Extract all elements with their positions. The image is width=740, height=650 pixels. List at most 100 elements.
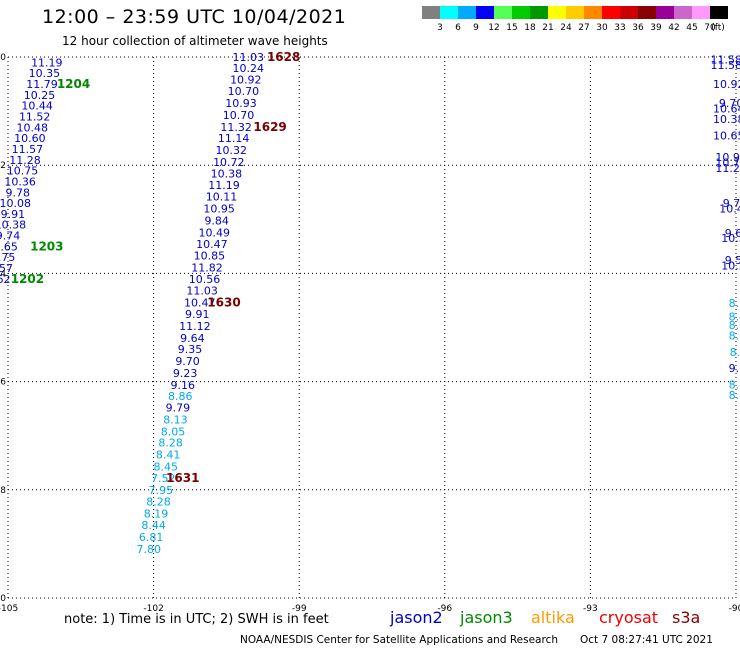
track-time-label: 1203 bbox=[30, 239, 63, 253]
wave-height-value: 9.79 bbox=[166, 402, 191, 415]
x-tick-label: -93 bbox=[583, 604, 598, 614]
wave-height-value: 8.28 bbox=[158, 437, 183, 450]
wave-height-value: 10.36 bbox=[4, 175, 36, 188]
legend-swatch bbox=[422, 6, 440, 19]
color-legend: 3 6 9 12 15 18 21 24 27 30 33 36 39 42 45 70 (ft) bbox=[422, 6, 736, 36]
wave-height-value: 10.96 bbox=[715, 151, 740, 164]
wave-height-value: 10.25 bbox=[24, 89, 56, 102]
track-time-label: 1204 bbox=[57, 77, 90, 91]
wave-height-value: 6.81 bbox=[139, 531, 164, 544]
wave-height-value: 10.22 bbox=[721, 259, 740, 272]
track-time-label: 1628 bbox=[267, 50, 300, 64]
legend-label: 30 bbox=[596, 23, 608, 33]
wave-height-value: 9.75 bbox=[0, 251, 15, 264]
wave-height-value: 8.28 bbox=[146, 496, 171, 509]
legend-swatch bbox=[566, 6, 584, 19]
legend-label: 36 bbox=[632, 23, 644, 33]
timestamp: Oct 7 08:27:41 UTC 2021 bbox=[580, 634, 713, 646]
wave-height-value: 8.42 bbox=[729, 389, 740, 402]
wave-height-value: 11.32 bbox=[220, 121, 252, 134]
legend-label: 45 bbox=[686, 23, 698, 33]
wave-height-value: 10.44 bbox=[21, 100, 53, 113]
wave-height-value: 10.93 bbox=[225, 97, 257, 110]
wave-height-value: 11.58 bbox=[711, 54, 740, 67]
wave-height-value: 10.70 bbox=[223, 109, 255, 122]
wave-height-value: 10.38 bbox=[0, 219, 26, 232]
y-tick-label: -20 bbox=[0, 53, 6, 63]
wave-height-value: 9.35 bbox=[178, 343, 203, 356]
legend-unit: (ft) bbox=[711, 23, 725, 33]
wave-height-value: 10.72 bbox=[213, 156, 245, 169]
wave-height-value: 8.75 bbox=[729, 297, 740, 310]
y-tick-label: -30 bbox=[0, 594, 6, 604]
wave-height-value: 9.65 bbox=[0, 240, 18, 253]
wave-height-value: 10.49 bbox=[199, 226, 231, 239]
legend-swatch bbox=[440, 6, 458, 19]
satellite-name-jason3: jason3 bbox=[460, 608, 513, 627]
wave-height-value: 9.74 bbox=[0, 230, 20, 243]
wave-height-value: 10.48 bbox=[17, 121, 49, 134]
wave-height-value: 8.86 bbox=[168, 390, 193, 403]
legend-label: 39 bbox=[650, 23, 662, 33]
wave-height-value: 10.38 bbox=[211, 167, 243, 180]
y-tick-label: -24 bbox=[0, 269, 6, 279]
wave-height-value: 7.52 bbox=[151, 472, 176, 485]
wave-height-value: 10.42 bbox=[719, 202, 740, 215]
legend-swatch bbox=[476, 6, 494, 19]
wave-height-value: 10.24 bbox=[232, 62, 264, 75]
y-tick-label: -28 bbox=[0, 486, 6, 496]
legend-swatch bbox=[584, 6, 602, 19]
wave-height-value: 8.50 bbox=[730, 346, 740, 359]
legend-label: 24 bbox=[560, 23, 572, 33]
track-time-label: 1631 bbox=[166, 471, 199, 485]
wave-height-value: 10.35 bbox=[29, 67, 61, 80]
legend-swatch bbox=[530, 6, 548, 19]
wave-height-value: 8.05 bbox=[161, 425, 186, 438]
wave-height-value: 10.60 bbox=[14, 132, 46, 145]
wave-height-value: 10.85 bbox=[194, 250, 226, 263]
wave-height-value: 11.28 bbox=[9, 154, 41, 167]
wave-height-value: 10.65 bbox=[713, 129, 740, 142]
legend-label: 42 bbox=[668, 23, 680, 33]
wave-height-value: 9.72 bbox=[723, 197, 740, 210]
y-tick-label: -26 bbox=[0, 378, 6, 388]
wave-height-value: 10.32 bbox=[216, 144, 248, 157]
page-subtitle: 12 hour collection of altimeter wave hei… bbox=[62, 34, 328, 48]
wave-height-value: 9.91 bbox=[185, 308, 210, 321]
legend-swatch bbox=[548, 6, 566, 19]
wave-height-value: 10.11 bbox=[206, 191, 238, 204]
legend-swatch bbox=[620, 6, 638, 19]
wave-height-value: 10.39 bbox=[721, 232, 740, 245]
satellite-name-cryosat: cryosat bbox=[599, 608, 659, 627]
wave-height-value: 10.75 bbox=[7, 165, 39, 178]
wave-height-value: 9.14 bbox=[729, 362, 740, 375]
wave-height-value: 11.03 bbox=[186, 285, 218, 298]
wave-height-value: 8.66 bbox=[729, 378, 740, 391]
legend-label: 18 bbox=[524, 23, 536, 33]
wave-height-value: 8.40 bbox=[729, 311, 740, 324]
wave-height-value: 11.58 bbox=[711, 59, 740, 72]
satellite-name-s3a: s3a bbox=[672, 608, 701, 627]
legend-label: 27 bbox=[578, 23, 590, 33]
legend-swatch bbox=[710, 6, 728, 19]
wave-height-value: 7.80 bbox=[136, 543, 161, 556]
wave-height-value: 10.38 bbox=[713, 113, 740, 126]
satellite-name-altika: altika bbox=[531, 608, 575, 627]
wave-height-value: 7.95 bbox=[149, 484, 174, 497]
wave-height-value: 8.45 bbox=[153, 461, 178, 474]
wave-height-value: 11.57 bbox=[12, 143, 44, 156]
footnote: note: 1) Time is in UTC; 2) SWH is in fe… bbox=[64, 612, 329, 627]
track-time-label: 1630 bbox=[207, 296, 240, 310]
wave-height-value: 10.92 bbox=[713, 78, 740, 91]
wave-height-value: 8.41 bbox=[156, 449, 181, 462]
wave-height-value: 9.62 bbox=[0, 273, 11, 286]
wave-height-value: 8.19 bbox=[144, 508, 169, 521]
legend-label: 70 bbox=[704, 23, 716, 33]
x-tick-label: -96 bbox=[437, 604, 452, 614]
wave-height-value: 9.16 bbox=[170, 379, 195, 392]
wave-height-value: 9.57 bbox=[0, 262, 13, 275]
wave-height-value: 9.84 bbox=[204, 214, 229, 227]
wave-height-value: 8.13 bbox=[163, 413, 188, 426]
wave-height-value: 10.47 bbox=[184, 297, 216, 310]
